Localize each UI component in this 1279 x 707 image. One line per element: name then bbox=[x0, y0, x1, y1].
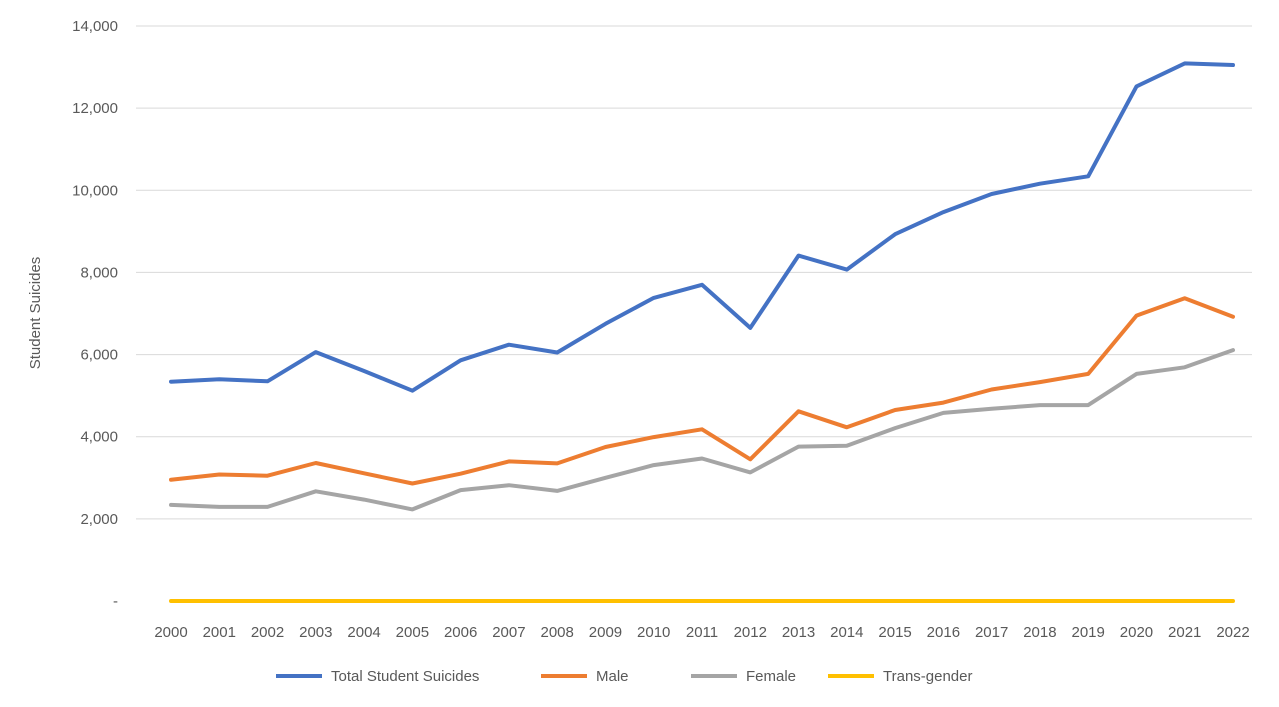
x-tick-label: 2015 bbox=[878, 624, 911, 641]
x-tick-label: 2007 bbox=[492, 624, 525, 641]
x-tick-label: 2003 bbox=[299, 624, 332, 641]
y-axis: - 2,000 4,000 6,000 8,000 10,000 12,000 14,000 bbox=[72, 18, 118, 610]
x-tick-label: 2009 bbox=[589, 624, 622, 641]
x-tick-label: 2004 bbox=[347, 624, 380, 641]
x-tick-label: 2005 bbox=[396, 624, 429, 641]
y-tick-label: 8,000 bbox=[80, 264, 118, 281]
x-tick-label: 2021 bbox=[1168, 624, 1201, 641]
x-tick-label: 2012 bbox=[734, 624, 767, 641]
x-axis: 2000 2001 2002 2003 2004 2005 2006 2007 2008 2009… bbox=[154, 624, 1249, 641]
y-tick-label: 10,000 bbox=[72, 182, 118, 199]
gridlines bbox=[136, 25, 1252, 520]
x-tick-label: 2014 bbox=[830, 624, 863, 641]
x-tick-label: 2013 bbox=[782, 624, 815, 641]
x-tick-label: 2001 bbox=[203, 624, 236, 641]
x-tick-label: 2008 bbox=[540, 624, 573, 641]
y-tick-label: 2,000 bbox=[80, 511, 118, 528]
legend-label-female: Female bbox=[746, 668, 796, 685]
series-line-total-student-suicides bbox=[169, 61, 1235, 393]
x-tick-label: 2020 bbox=[1120, 624, 1153, 641]
x-tick-label: 2000 bbox=[154, 624, 187, 641]
series-line-male bbox=[169, 296, 1235, 486]
legend-label-trans-gender: Trans-gender bbox=[883, 668, 973, 685]
x-tick-label: 2011 bbox=[686, 624, 718, 641]
y-tick-label: 4,000 bbox=[80, 429, 118, 446]
y-tick-label: 14,000 bbox=[72, 18, 118, 35]
x-tick-label: 2010 bbox=[637, 624, 670, 641]
x-tick-label: 2002 bbox=[251, 624, 284, 641]
x-tick-label: 2019 bbox=[1071, 624, 1104, 641]
legend: Total Student Suicides Male Female Trans-ge… bbox=[276, 668, 973, 685]
series-lines bbox=[169, 61, 1235, 603]
y-tick-label: - bbox=[113, 593, 118, 610]
x-tick-label: 2018 bbox=[1023, 624, 1056, 641]
x-tick-label: 2006 bbox=[444, 624, 477, 641]
x-tick-label: 2022 bbox=[1216, 624, 1249, 641]
legend-label-total-student-suicides: Total Student Suicides bbox=[331, 668, 479, 685]
series-line-female bbox=[169, 348, 1235, 512]
legend-label-male: Male bbox=[596, 668, 629, 685]
x-tick-label: 2017 bbox=[975, 624, 1008, 641]
y-tick-label: 12,000 bbox=[72, 100, 118, 117]
x-tick-label: 2016 bbox=[927, 624, 960, 641]
y-tick-label: 6,000 bbox=[80, 347, 118, 364]
y-axis-title: Student Suicides bbox=[27, 257, 44, 370]
